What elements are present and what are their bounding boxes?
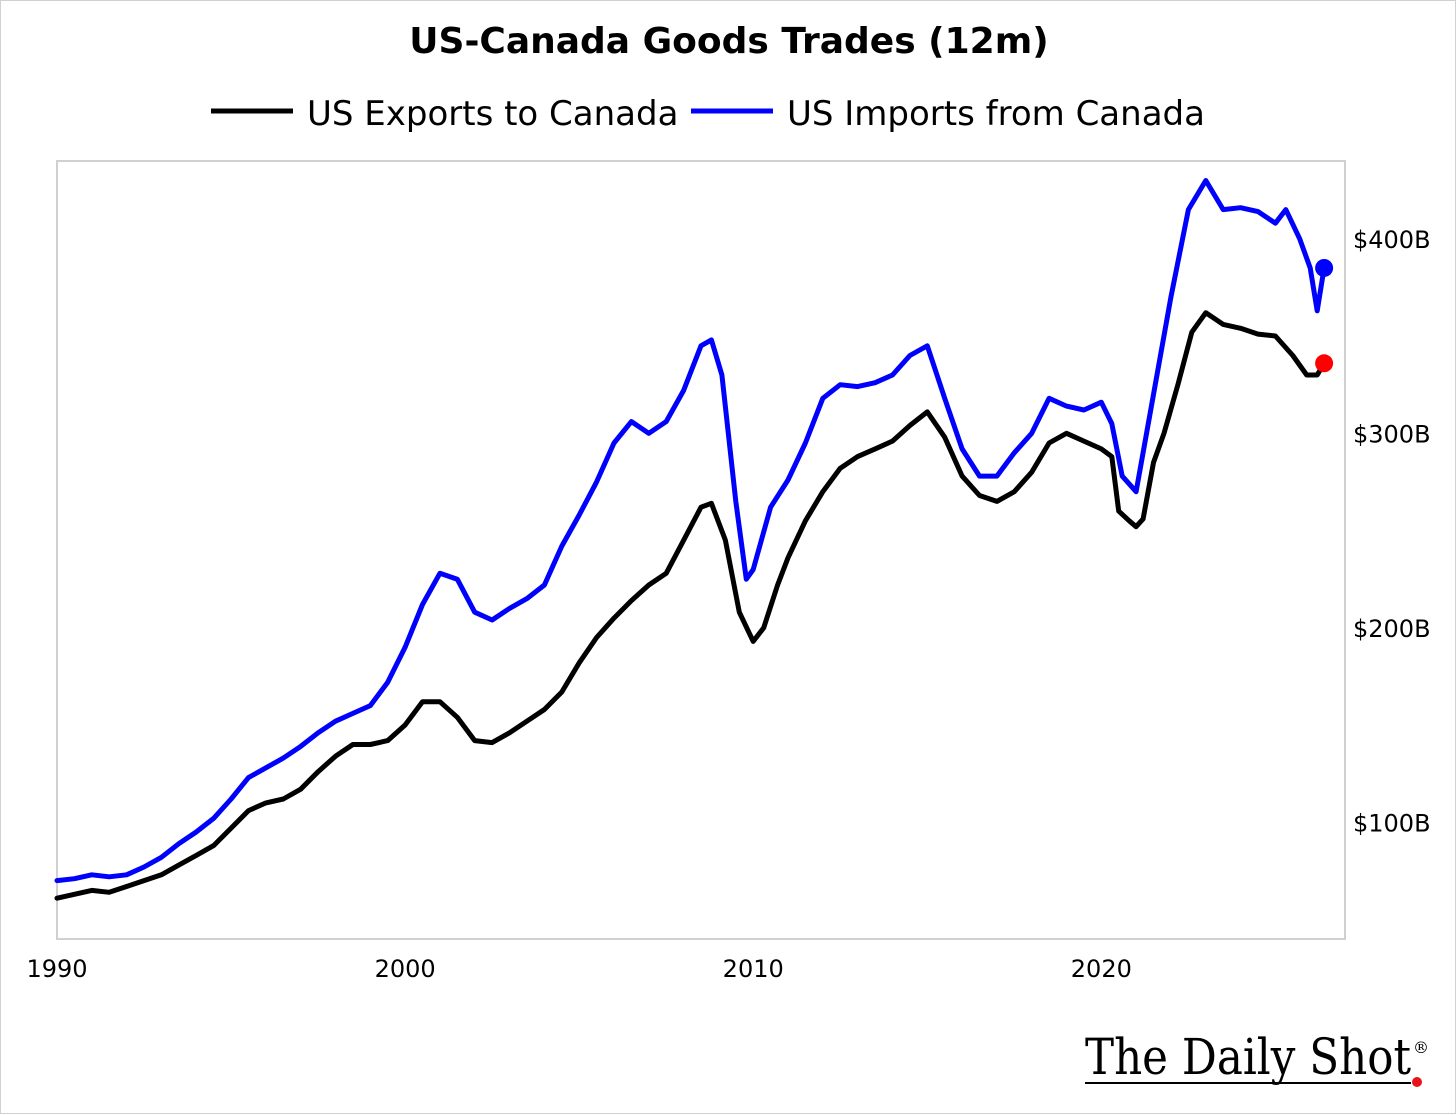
branding-logo: The Daily Shot ® — [1085, 1028, 1429, 1087]
brand-registered-mark: ® — [1413, 1038, 1429, 1057]
y-tick-label: $200B — [1353, 615, 1431, 643]
y-tick-label: $400B — [1353, 226, 1431, 254]
end-marker-exports — [1315, 354, 1334, 373]
legend: US Exports to Canada US Imports from Can… — [211, 94, 1205, 134]
legend-label-imports: US Imports from Canada — [787, 94, 1205, 134]
brand-accent-dot — [1412, 1077, 1422, 1087]
end-marker-imports — [1315, 258, 1334, 277]
legend-label-exports: US Exports to Canada — [307, 94, 678, 134]
x-tick-label: 1990 — [26, 955, 87, 983]
x-tick-label: 2010 — [723, 955, 784, 983]
x-tick-label: 2000 — [375, 955, 436, 983]
y-tick-label: $100B — [1353, 809, 1431, 837]
y-axis: $100B $200B $300B $400B — [1353, 226, 1431, 837]
series-line-exports — [54, 310, 1327, 901]
series-layer — [54, 178, 1334, 901]
chart-title: US-Canada Goods Trades (12m) — [409, 21, 1048, 62]
series-line-imports — [54, 178, 1327, 884]
x-axis: 1990 2000 2010 2020 — [26, 955, 1131, 983]
brand-name: The Daily Shot — [1085, 1028, 1411, 1086]
plot-area — [56, 160, 1346, 940]
y-tick-label: $300B — [1353, 420, 1431, 448]
x-tick-label: 2020 — [1071, 955, 1132, 983]
